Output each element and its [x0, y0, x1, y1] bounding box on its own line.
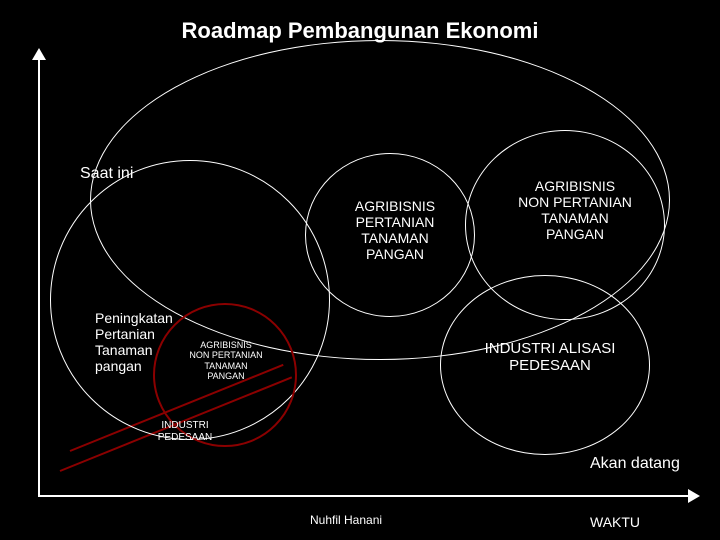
x-axis: [38, 495, 690, 497]
text-line: AGRIBISNIS: [355, 198, 435, 214]
label-industri-pedesaan-small: INDUSTRI PEDESAAN: [145, 420, 225, 443]
text-line: NON PERTANIAN: [189, 350, 262, 360]
text-line: pangan: [95, 358, 142, 374]
text-line: TANAMAN: [204, 361, 247, 371]
label-industri-alisasi: INDUSTRI ALISASI PEDESAAN: [465, 340, 635, 375]
label-waktu: WAKTU: [590, 514, 640, 530]
text-line: AGRIBISNIS: [535, 178, 615, 194]
text-line: PEDESAAN: [158, 432, 212, 443]
footer-author: Nuhfil Hanani: [310, 514, 382, 528]
text-line: Tanaman: [95, 342, 153, 358]
label-agribisnis-pertanian: AGRIBISNIS PERTANIAN TANAMAN PANGAN: [345, 198, 445, 262]
text-line: AGRIBISNIS: [200, 340, 252, 350]
label-agribisnis-non: AGRIBISNIS NON PERTANIAN TANAMAN PANGAN: [500, 178, 650, 242]
text-line: NON PERTANIAN: [518, 194, 632, 210]
text-line: PANGAN: [207, 371, 244, 381]
text-line: PERTANIAN: [356, 214, 435, 230]
text-line: Peningkatan: [95, 310, 173, 326]
text-line: Pertanian: [95, 326, 155, 342]
label-small-red-text: AGRIBISNIS NON PERTANIAN TANAMAN PANGAN: [175, 340, 277, 381]
text-line: PEDESAAN: [509, 357, 591, 374]
label-saat-ini: Saat ini: [80, 165, 133, 183]
x-axis-arrow: [688, 489, 700, 503]
text-line: INDUSTRI ALISASI: [485, 340, 616, 357]
y-axis-arrow: [32, 48, 46, 60]
text-line: INDUSTRI: [161, 420, 208, 431]
text-line: PANGAN: [366, 246, 424, 262]
slide: Roadmap Pembangunan Ekonomi Saat ini AGR…: [0, 0, 720, 540]
label-peningkatan: Peningkatan Pertanian Tanaman pangan: [95, 310, 173, 374]
text-line: TANAMAN: [361, 230, 428, 246]
text-line: PANGAN: [546, 226, 604, 242]
label-akan-datang: Akan datang: [590, 455, 680, 473]
text-line: TANAMAN: [541, 210, 608, 226]
y-axis: [38, 55, 40, 495]
